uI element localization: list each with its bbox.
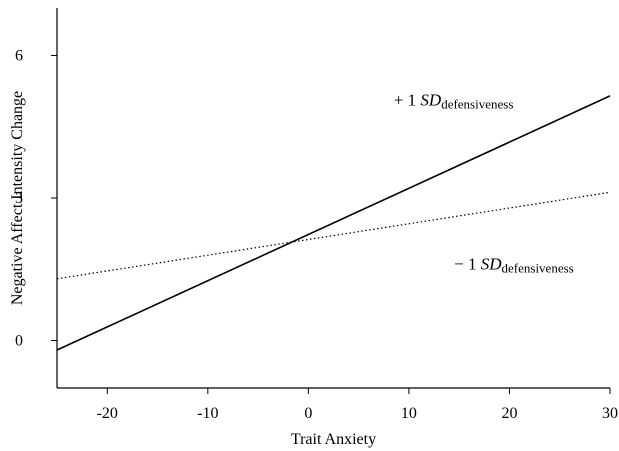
plot-area: -20 -10 0 10 20 30 0 3 6 + 1 SDdefensiveness − 1… [15,8,618,422]
x-tick-label: 30 [602,405,618,422]
x-axis-title: Trait Anxiety [291,431,376,448]
x-tick-label: 10 [401,405,417,422]
x-tick-label: -20 [97,405,118,422]
annotation-plus-1sd: + 1 SDdefensiveness [394,90,514,111]
x-tick-label: 20 [501,405,517,422]
annotations: + 1 SDdefensiveness − 1 SDdefensiveness [394,90,574,275]
x-tick-label: 0 [304,405,312,422]
x-ticks: -20 -10 0 10 20 30 [97,388,618,422]
annotation-minus-1sd: − 1 SDdefensiveness [454,254,574,275]
y-axis-title: Negative Affect Intensity Change [9,91,26,305]
x-tick-label: -10 [197,405,218,422]
y-tick-label: 3 [15,190,23,207]
series-layer [56,95,611,351]
y-tick-label: 0 [15,333,23,350]
series-line-plus-1sd [56,95,611,351]
y-ticks: 0 3 6 [15,48,57,350]
y-tick-label: 6 [15,48,23,65]
series-line-minus-1sd [56,191,611,280]
